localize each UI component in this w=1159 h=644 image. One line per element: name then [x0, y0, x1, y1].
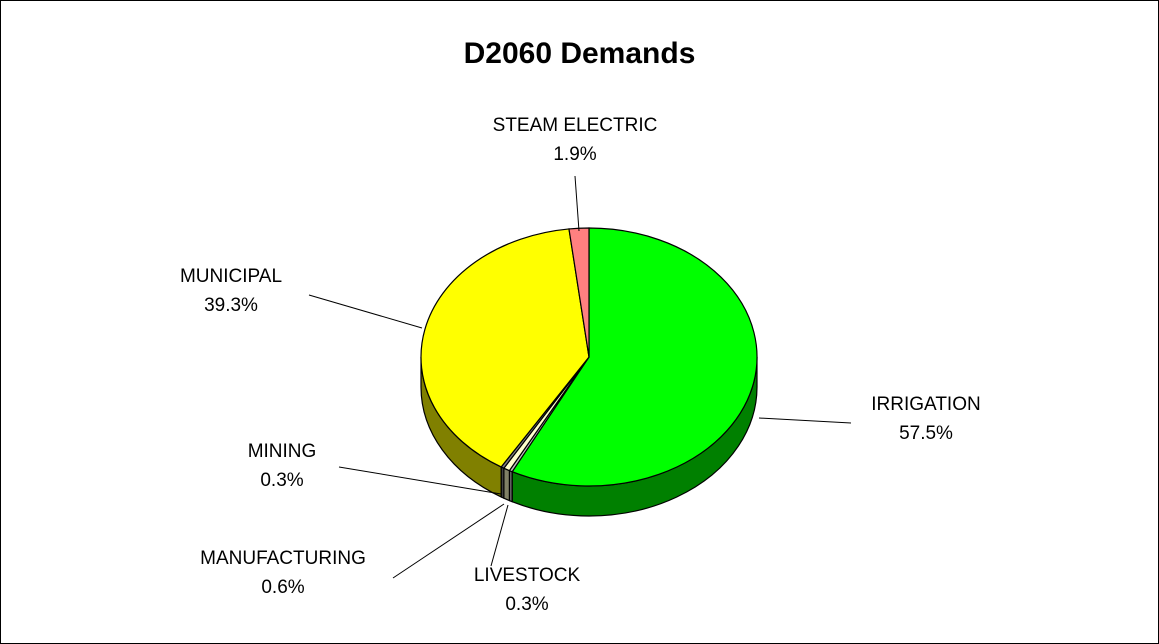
- slice-labels: IRRIGATION 57.5% LIVESTOCK 0.3% MANUFACTURIN…: [180, 115, 981, 615]
- pie-slice-irrigation: [511, 227, 758, 487]
- slice-percent-mining: 0.3%: [260, 470, 303, 491]
- slice-percent-steam-electric: 1.9%: [553, 144, 596, 165]
- leader-lines: [308, 175, 852, 579]
- slice-percent-manufacturing: 0.6%: [261, 577, 304, 598]
- leader-line-irrigation: [758, 417, 852, 424]
- slice-label-manufacturing: MANUFACTURING: [200, 548, 366, 569]
- pie-slice-municipal: [420, 228, 590, 468]
- leader-line-livestock: [490, 504, 509, 567]
- slice-label-steam-electric: STEAM ELECTRIC: [493, 115, 658, 136]
- slice-label-livestock: LIVESTOCK: [474, 565, 581, 586]
- slice-percent-municipal: 39.3%: [204, 295, 258, 316]
- chart-title: D2060 Demands: [463, 37, 696, 70]
- slice-label-municipal: MUNICIPAL: [180, 266, 282, 287]
- slice-label-mining: MINING: [248, 441, 317, 462]
- leader-line-steam-electric: [574, 175, 580, 232]
- leader-line-manufacturing: [392, 503, 505, 579]
- pie-side-manufacturing: [503, 467, 510, 502]
- leader-line-municipal: [308, 294, 423, 329]
- leader-line-mining: [338, 466, 502, 495]
- pie-tops: [420, 227, 758, 487]
- slice-label-irrigation: IRRIGATION: [871, 394, 980, 415]
- slice-percent-livestock: 0.3%: [505, 594, 548, 615]
- slice-percent-irrigation: 57.5%: [899, 423, 953, 444]
